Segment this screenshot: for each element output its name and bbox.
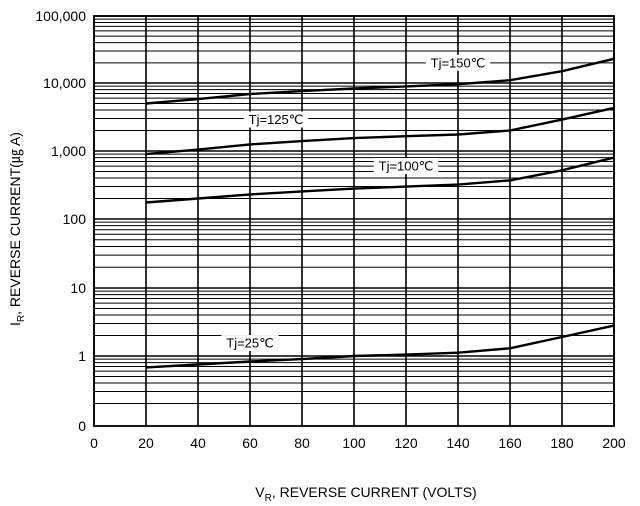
grid (93, 15, 615, 427)
x-tick-label: 200 (602, 435, 626, 451)
y-tick-labels: 0 1 10 100 1,000 10,000 100,000 (35, 8, 86, 434)
x-axis-title: VR, REVERSE CURRENT (VOLTS) (255, 484, 476, 504)
series-label: Tj=100℃ (379, 159, 434, 174)
y-tick-label: 1 (78, 348, 86, 364)
x-tick-label: 60 (242, 435, 258, 451)
series-label-bg (425, 54, 491, 71)
series-label: Tj=125℃ (249, 112, 304, 127)
x-tick-label: 160 (498, 435, 522, 451)
y-tick-label: 100,000 (35, 8, 86, 24)
series-label: Tj=150℃ (431, 55, 486, 70)
series-curves (145, 57, 615, 369)
y-tick-label: 10,000 (43, 75, 86, 91)
y-tick-label: 10 (70, 280, 86, 296)
series-label-bg (221, 335, 279, 352)
series-labels: Tj=150℃ Tj=125℃ Tj=100℃ Tj=25℃ (221, 54, 491, 352)
x-tick-label: 180 (550, 435, 574, 451)
series-label-bg (373, 158, 439, 175)
x-tick-label: 0 (90, 435, 98, 451)
x-tick-label: 40 (190, 435, 206, 451)
plot-frame (93, 15, 615, 427)
series-line (145, 57, 615, 105)
x-tick-label: 20 (138, 435, 154, 451)
y-tick-label: 1,000 (51, 143, 86, 159)
x-tick-labels: 0 20 40 60 80 100 120 140 160 180 200 (90, 435, 626, 451)
x-tick-label: 140 (446, 435, 470, 451)
y-axis-title: IR, REVERSE CURRENT(㎍ A) (7, 132, 27, 326)
y-tick-label: 0 (78, 418, 86, 434)
series-line (145, 106, 615, 156)
y-tick-label: 100 (63, 211, 87, 227)
x-tick-label: 100 (342, 435, 366, 451)
series-line (145, 324, 615, 369)
x-tick-label: 80 (294, 435, 310, 451)
x-tick-label: 120 (394, 435, 418, 451)
series-label-bg (243, 111, 309, 128)
series-label: Tj=25℃ (226, 336, 273, 351)
series-line (145, 156, 615, 204)
